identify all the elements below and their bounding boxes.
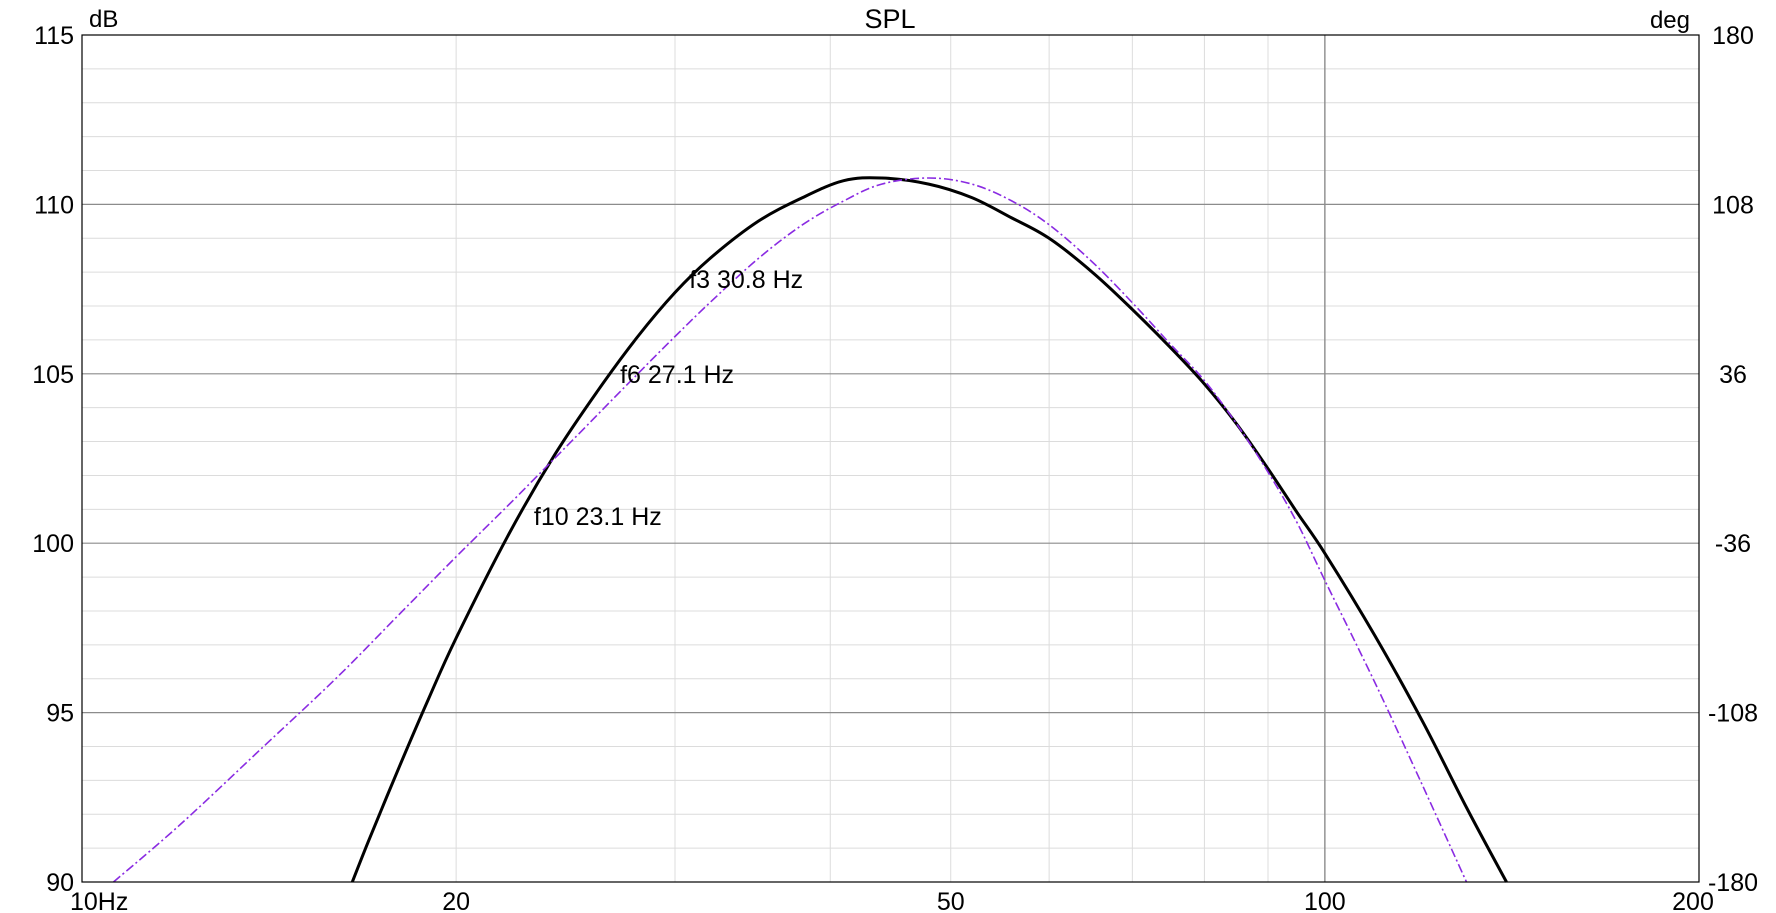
- x-tick-label: 100: [1304, 888, 1346, 913]
- y-left-unit: dB: [89, 6, 118, 33]
- annotations: f3 30.8 Hz f6 27.1 Hz f10 23.1 Hz: [534, 266, 803, 531]
- y-right-tick-label: 180: [1712, 22, 1754, 50]
- minor-grid: [82, 35, 1699, 882]
- spl-curve-dashdot: [112, 177, 1468, 883]
- y-left-tick-label: 90: [46, 869, 74, 897]
- y-right-unit: deg: [1650, 7, 1690, 34]
- frequency-annotation: f3 30.8 Hz: [689, 266, 803, 294]
- spl-curve-solid: [350, 176, 1508, 883]
- y-right-ticks: 180 108 36 -36 -108 -180: [1708, 22, 1758, 897]
- major-grid: [82, 35, 1699, 882]
- frequency-annotation: f6 27.1 Hz: [620, 361, 734, 389]
- y-right-tick-label: -180: [1708, 869, 1758, 897]
- x-tick-label: 200: [1672, 888, 1714, 913]
- chart-title: SPL: [864, 4, 915, 34]
- y-right-tick-label: 108: [1712, 191, 1754, 219]
- y-right-tick-label: 36: [1719, 361, 1747, 389]
- x-tick-label: 10Hz: [70, 888, 128, 913]
- y-left-ticks: 115 110 105 100 95 90: [32, 22, 74, 897]
- series-layer: [112, 176, 1508, 883]
- y-left-tick-label: 105: [32, 361, 74, 389]
- y-left-tick-label: 110: [34, 191, 74, 219]
- y-right-tick-label: -108: [1708, 700, 1758, 728]
- frequency-annotation: f10 23.1 Hz: [534, 503, 662, 531]
- y-left-tick-label: 115: [34, 22, 74, 50]
- x-ticks: 10Hz 20 50 100 200: [70, 888, 1714, 913]
- y-left-tick-label: 95: [46, 700, 74, 728]
- x-tick-label: 20: [442, 888, 470, 913]
- y-right-tick-label: -36: [1715, 530, 1751, 558]
- plot-frame: [81, 34, 1700, 883]
- x-tick-label: 50: [937, 888, 965, 913]
- y-left-tick-label: 100: [32, 530, 74, 558]
